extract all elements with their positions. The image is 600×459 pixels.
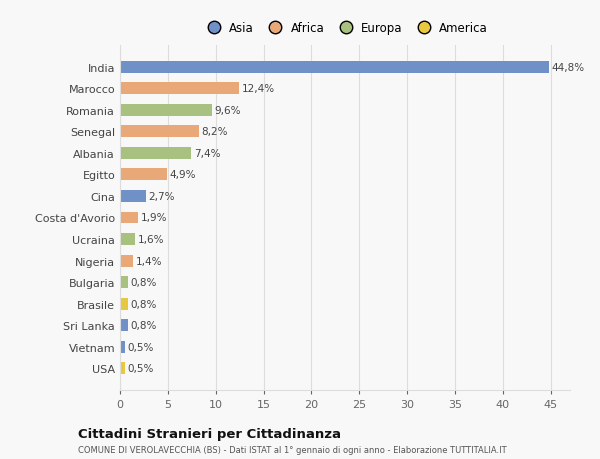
Bar	[120, 341, 125, 353]
Bar	[120, 212, 138, 224]
Bar	[120, 105, 212, 117]
Text: 0,8%: 0,8%	[131, 299, 157, 309]
Text: 2,7%: 2,7%	[149, 191, 175, 202]
Bar	[120, 169, 167, 181]
Bar	[120, 234, 136, 246]
Bar	[120, 277, 128, 288]
Bar	[120, 62, 549, 73]
Bar	[120, 255, 133, 267]
Text: 0,8%: 0,8%	[131, 320, 157, 330]
Text: COMUNE DI VEROLAVECCHIA (BS) - Dati ISTAT al 1° gennaio di ogni anno - Elaborazi: COMUNE DI VEROLAVECCHIA (BS) - Dati ISTA…	[78, 445, 506, 454]
Text: Cittadini Stranieri per Cittadinanza: Cittadini Stranieri per Cittadinanza	[78, 427, 341, 440]
Text: 1,4%: 1,4%	[136, 256, 163, 266]
Text: 7,4%: 7,4%	[194, 149, 220, 158]
Legend: Asia, Africa, Europa, America: Asia, Africa, Europa, America	[197, 17, 493, 40]
Bar	[120, 126, 199, 138]
Text: 9,6%: 9,6%	[215, 106, 241, 116]
Bar	[120, 83, 239, 95]
Bar	[120, 319, 128, 331]
Text: 0,5%: 0,5%	[128, 364, 154, 374]
Bar	[120, 363, 125, 375]
Text: 4,9%: 4,9%	[170, 170, 196, 180]
Text: 0,5%: 0,5%	[128, 342, 154, 352]
Text: 1,6%: 1,6%	[138, 235, 164, 245]
Text: 8,2%: 8,2%	[202, 127, 228, 137]
Bar	[120, 148, 191, 159]
Text: 0,8%: 0,8%	[131, 278, 157, 287]
Text: 1,9%: 1,9%	[141, 213, 167, 223]
Bar	[120, 298, 128, 310]
Bar	[120, 190, 146, 202]
Text: 44,8%: 44,8%	[552, 62, 585, 73]
Text: 12,4%: 12,4%	[242, 84, 275, 94]
